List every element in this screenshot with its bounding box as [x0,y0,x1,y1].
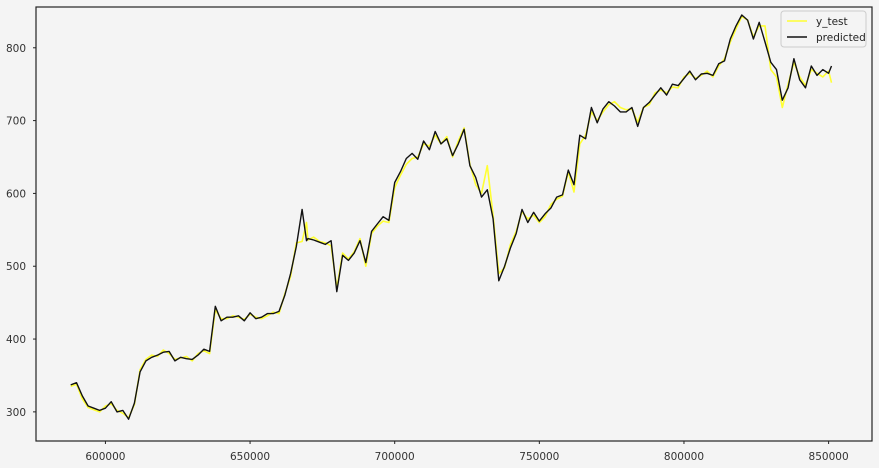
plot-area [35,6,873,442]
legend-label-y-test: y_test [816,16,848,28]
x-tick-label: 700000 [375,451,415,463]
x-tick-label: 650000 [230,451,270,463]
legend-label-predicted: predicted [816,32,866,44]
legend: y_test predicted [780,10,867,48]
y-tick-label: 300 [6,407,26,419]
x-tick-label: 600000 [85,451,125,463]
y-tick-label: 500 [6,261,26,273]
legend-box [780,10,867,48]
x-tick-label: 800000 [664,451,704,463]
series-line-predicted [70,14,833,420]
series-layer [70,14,833,420]
y-tick-label: 700 [6,116,26,128]
x-tick-label: 750000 [519,451,559,463]
y-tick-label: 400 [6,334,26,346]
x-tick-label: 850000 [809,451,849,463]
y-tick-label: 600 [6,188,26,200]
y-axis: 300 400 500 600 700 800 [6,43,36,419]
x-axis: 600000 650000 700000 750000 800000 850000 [85,441,849,463]
y-tick-label: 800 [6,43,26,55]
